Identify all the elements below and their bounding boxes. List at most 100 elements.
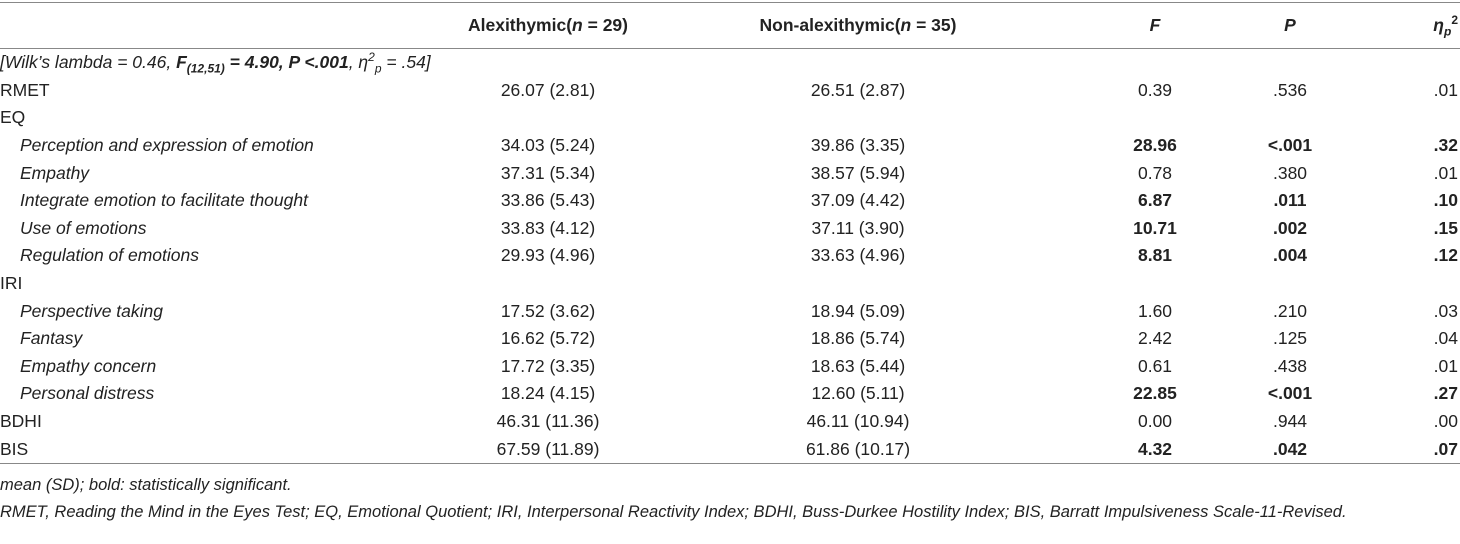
results-table: Alexithymic(n = 29) Non-alexithymic(n = …	[0, 2, 1460, 464]
table-cell: .04	[1433, 328, 1458, 349]
table-cell: 16.62 (5.72)	[500, 328, 596, 349]
row-label: Integrate emotion to facilitate thought	[20, 190, 308, 211]
wilks-text: , η	[348, 52, 369, 73]
table-row: Fantasy 16.62 (5.72) 18.86 (5.74) 2.42 .125.…	[0, 325, 1460, 353]
note: RMET, Reading the Mind in the Eyes Test;…	[0, 502, 1347, 521]
header-text: n	[900, 15, 912, 35]
table-row: Use of emotions 33.83 (4.12) 37.11 (3.90) 1…	[0, 215, 1460, 243]
table-cell: 12.60 (5.11)	[811, 383, 905, 404]
row-label: IRI	[0, 273, 23, 294]
table-cell: .002	[1272, 217, 1308, 238]
table-body: [Wilk’s lambda = 0.46, F(12,51) = 4.90, …	[0, 49, 1460, 464]
wilks-text: (12,51)	[186, 61, 225, 76]
wilks-text: [Wilk’s lambda = 0.46,	[0, 52, 177, 73]
header-text: η	[1433, 15, 1444, 35]
notes: mean (SD); bold: statistically significa…	[0, 472, 1460, 526]
wilks-cell: [Wilk’s lambda = 0.46, F(12,51) = 4.90, …	[0, 49, 1460, 77]
header-text: p	[1443, 24, 1452, 39]
table-cell: .01	[1433, 162, 1458, 183]
table-cell: 46.11 (10.94)	[806, 411, 910, 432]
wilks-row: [Wilk’s lambda = 0.46, F(12,51) = 4.90, …	[0, 49, 1460, 77]
header-cell	[0, 2, 440, 49]
table-cell: .03	[1433, 300, 1458, 321]
row-label: BDHI	[0, 411, 42, 432]
row-label: Perception and expression of emotion	[20, 135, 314, 156]
table-cell: 34.03 (5.24)	[500, 135, 596, 156]
table-cell: .004	[1272, 245, 1308, 266]
table-row: RMET 26.07 (2.81) 26.51 (2.87) 0.39 .536 .01	[0, 77, 1460, 105]
table-cell: 2.42	[1137, 328, 1173, 349]
header-text: = 29)	[582, 15, 628, 35]
table-row: Perception and expression of emotion 34.0…	[0, 132, 1460, 160]
header-text: n	[572, 15, 583, 35]
table-cell: 0.61	[1137, 355, 1173, 376]
table-row: Perspective taking 17.52 (3.62) 18.94 (5.0…	[0, 297, 1460, 325]
header-text: = 35)	[911, 15, 957, 35]
table-cell: 18.63 (5.44)	[810, 355, 906, 376]
table-cell: .125	[1272, 328, 1308, 349]
wilks-text: 2	[368, 50, 375, 65]
row-label: Use of emotions	[20, 217, 147, 238]
table-cell	[440, 270, 1460, 298]
table-cell: 46.31 (11.36)	[496, 411, 600, 432]
wilks-text: F	[176, 52, 187, 73]
table-cell: .27	[1433, 383, 1458, 404]
table-cell: 18.94 (5.09)	[810, 300, 906, 321]
table-cell: 4.32	[1137, 438, 1173, 459]
table-cell: 18.86 (5.74)	[810, 328, 906, 349]
header-cell: P	[1250, 2, 1330, 49]
header-cell: ηp2	[1330, 2, 1460, 49]
table-cell: 28.96	[1133, 135, 1177, 156]
wilks-text: = 4.90, P <.001	[224, 52, 349, 73]
table-cell: .01	[1433, 355, 1458, 376]
table-cell: 10.71	[1133, 217, 1177, 238]
table-row: Regulation of emotions 29.93 (4.96) 33.63 …	[0, 242, 1460, 270]
table-cell: .944	[1272, 411, 1308, 432]
table-cell: 17.52 (3.62)	[500, 300, 596, 321]
header-text: P	[1284, 15, 1296, 35]
table-header: Alexithymic(n = 29) Non-alexithymic(n = …	[0, 2, 1460, 49]
note: mean (SD); bold: statistically significa…	[0, 475, 292, 494]
row-label: Regulation of emotions	[20, 245, 199, 266]
header-text: 2	[1451, 13, 1458, 28]
table-cell: 38.57 (5.94)	[810, 162, 906, 183]
table-cell: 29.93 (4.96)	[500, 245, 596, 266]
table-cell: 37.31 (5.34)	[500, 162, 596, 183]
table-cell: 1.60	[1137, 300, 1173, 321]
table-cell: .536	[1272, 79, 1308, 100]
header-text: F	[1149, 15, 1161, 35]
table-cell: .042	[1272, 438, 1308, 459]
table-row: Empathy concern 17.72 (3.35) 18.63 (5.44) 0…	[0, 353, 1460, 381]
table-cell: 18.24 (4.15)	[500, 383, 596, 404]
header-cell: F	[1060, 2, 1250, 49]
table-cell: .10	[1433, 190, 1458, 211]
table-cell: .15	[1433, 217, 1458, 238]
row-label: RMET	[0, 79, 50, 100]
table-row: EQ	[0, 104, 1460, 132]
table-cell: 67.59 (11.89)	[496, 438, 600, 459]
table-cell	[440, 104, 1460, 132]
table-cell: 0.00	[1137, 411, 1173, 432]
table-cell: 0.78	[1137, 162, 1173, 183]
table-cell: 39.86 (3.35)	[810, 135, 906, 156]
row-label: Empathy	[20, 162, 90, 183]
header-row: Alexithymic(n = 29) Non-alexithymic(n = …	[0, 2, 1460, 49]
table-cell: 0.39	[1137, 79, 1173, 100]
table-cell: .011	[1273, 190, 1307, 211]
row-label: Personal distress	[20, 383, 155, 404]
table-cell: 26.51 (2.87)	[810, 79, 906, 100]
table-cell: .01	[1433, 79, 1458, 100]
table-cell: <.001	[1267, 383, 1313, 404]
table-row: Integrate emotion to facilitate thought 3…	[0, 187, 1460, 215]
table-cell: .210	[1272, 300, 1308, 321]
table-cell: 22.85	[1133, 383, 1177, 404]
header-text: Non-alexithymic(	[759, 15, 901, 35]
table-row: BDHI 46.31 (11.36) 46.11 (10.94) 0.00 .944 .0…	[0, 408, 1460, 436]
row-label: Empathy concern	[20, 355, 157, 376]
table-cell: 33.83 (4.12)	[500, 217, 596, 238]
table-cell: .12	[1433, 245, 1458, 266]
table-row: IRI	[0, 270, 1460, 298]
row-label: Fantasy	[20, 328, 83, 349]
table-cell: 37.09 (4.42)	[810, 190, 906, 211]
